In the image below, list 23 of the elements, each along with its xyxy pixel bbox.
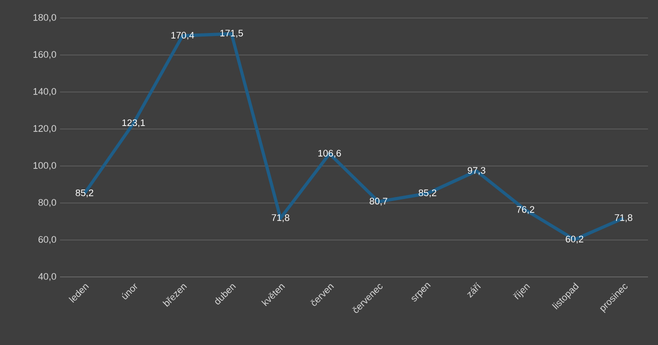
y-tick-label: 80,0 bbox=[38, 199, 56, 207]
y-tick-label: 100,0 bbox=[34, 162, 56, 170]
data-label: 170,4 bbox=[171, 32, 194, 40]
y-tick-label: 180,0 bbox=[34, 14, 56, 22]
y-tick-label: 40,0 bbox=[38, 273, 56, 281]
data-label: 80,7 bbox=[370, 198, 388, 206]
data-label: 106,6 bbox=[318, 150, 341, 158]
data-label: 60,2 bbox=[566, 236, 584, 244]
y-tick-label: 60,0 bbox=[38, 236, 56, 244]
data-label: 71,8 bbox=[614, 214, 632, 222]
data-label: 123,1 bbox=[122, 119, 145, 128]
data-label: 97,3 bbox=[468, 167, 486, 175]
x-tick-label: únor bbox=[122, 283, 138, 300]
data-label: 85,2 bbox=[76, 189, 94, 198]
data-label: 171,5 bbox=[220, 30, 243, 38]
x-tick-label: říjen bbox=[512, 284, 530, 300]
y-tick-label: 120,0 bbox=[34, 125, 56, 133]
data-label: 71,8 bbox=[272, 214, 290, 222]
data-label: 85,2 bbox=[418, 189, 436, 198]
y-tick-label: 160,0 bbox=[34, 51, 56, 59]
y-tick-label: 140,0 bbox=[34, 88, 56, 96]
x-tick-label: září bbox=[467, 282, 481, 298]
data-label: 76,2 bbox=[516, 206, 534, 214]
